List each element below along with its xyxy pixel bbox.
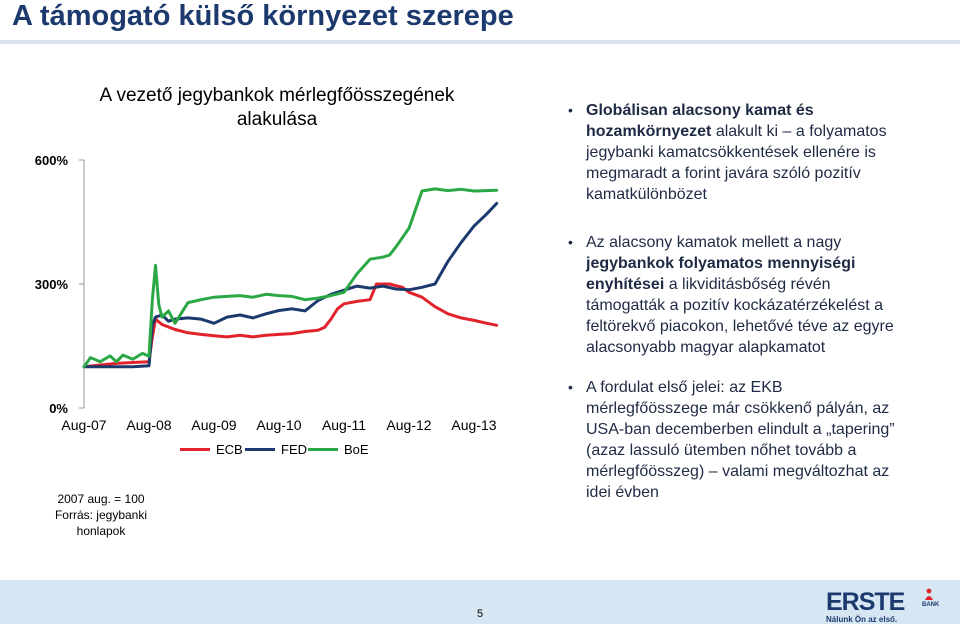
bullet-1-text: alakult ki – a folyamatos jegybanki kama…	[586, 123, 887, 203]
chart-legend: ECB FED BoE	[180, 442, 440, 462]
logo-brand: ERSTE	[826, 588, 905, 616]
series-line-boe	[82, 187, 499, 369]
chart-title: A vezető jegybankok mérlegfőösszegének a…	[78, 84, 476, 132]
chart-title-line-2: alakulása	[236, 109, 318, 130]
bullet-dot: •	[568, 379, 573, 395]
footer-band	[0, 580, 960, 624]
chart-title-line-1: A vezető jegybankok mérlegfőösszegének	[99, 85, 455, 106]
erste-logo: ERSTE BANK Nálunk Ön az első.	[826, 588, 940, 624]
chart-note-source: Forrás: jegybanki	[54, 508, 148, 522]
legend-swatch	[245, 448, 275, 451]
bullet-dot: •	[568, 234, 573, 250]
title-bar: A támogató külső környezet szerepe	[0, 0, 960, 40]
y-tick-label: 600%	[35, 153, 69, 168]
legend-item-boe: BoE	[308, 442, 369, 457]
bullet-item-1: • Globálisan alacsony kamat és hozamkörn…	[566, 100, 896, 205]
bullet-dot: •	[568, 102, 573, 118]
x-tick-label: Aug-11	[322, 417, 366, 433]
x-tick-label: Aug-07	[61, 417, 106, 433]
bullet-item-2: • Az alacsony kamatok mellett a nagy jeg…	[566, 232, 896, 358]
slide-title: A támogató külső környezet szerepe	[12, 0, 514, 32]
bullet-item-3: • A fordulat első jelei: az EKB mérlegfő…	[566, 377, 896, 503]
bullet-3-text: A fordulat első jelei: az EKB mérlegfőös…	[586, 379, 895, 501]
legend-item-ecb: ECB	[180, 442, 243, 457]
x-tick-label: Aug-08	[126, 417, 171, 433]
series-line-fed	[82, 201, 499, 369]
title-divider	[0, 40, 960, 44]
bullet-2-bold: jegybankok folyamatos mennyiségi enyhíté…	[586, 255, 856, 293]
x-tick-label: Aug-12	[386, 417, 431, 433]
logo-symbol-icon	[925, 588, 933, 600]
line-chart: 600% 300% 0%Aug-07 Aug-08 Aug-09 Aug-10 Aug-11…	[35, 153, 499, 433]
x-tick-label: Aug-09	[191, 417, 236, 433]
chart-note-source-2: honlapok	[76, 524, 126, 538]
legend-label: ECB	[216, 442, 243, 457]
legend-item-fed: FED	[245, 442, 307, 457]
chart-note: 2007 aug. = 100 Forrás: jegybanki honlap…	[48, 491, 154, 539]
logo-bank: BANK	[922, 602, 940, 608]
legend-swatch	[180, 448, 210, 451]
x-tick-label: Aug-13	[451, 417, 496, 433]
chart-note-base: 2007 aug. = 100	[57, 492, 145, 506]
legend-label: BoE	[344, 442, 369, 457]
y-tick-label: 300%	[35, 277, 69, 292]
legend-swatch	[308, 448, 338, 451]
bullet-2-text: a likviditásbőség révén támogatták a poz…	[586, 276, 894, 356]
logo-slogan: Nálunk Ön az első.	[826, 615, 898, 624]
bullet-2-pre: Az alacsony kamatok mellett a nagy	[586, 234, 842, 251]
x-tick-label: Aug-10	[256, 417, 301, 433]
legend-label: FED	[281, 442, 307, 457]
bullet-1-bold: Globálisan alacsony kamat és hozamkörnye…	[586, 102, 814, 140]
y-tick-label: 0%	[49, 401, 68, 416]
page-number: 5	[476, 608, 484, 620]
bullet-list: • Globálisan alacsony kamat és hozamkörn…	[566, 100, 896, 523]
